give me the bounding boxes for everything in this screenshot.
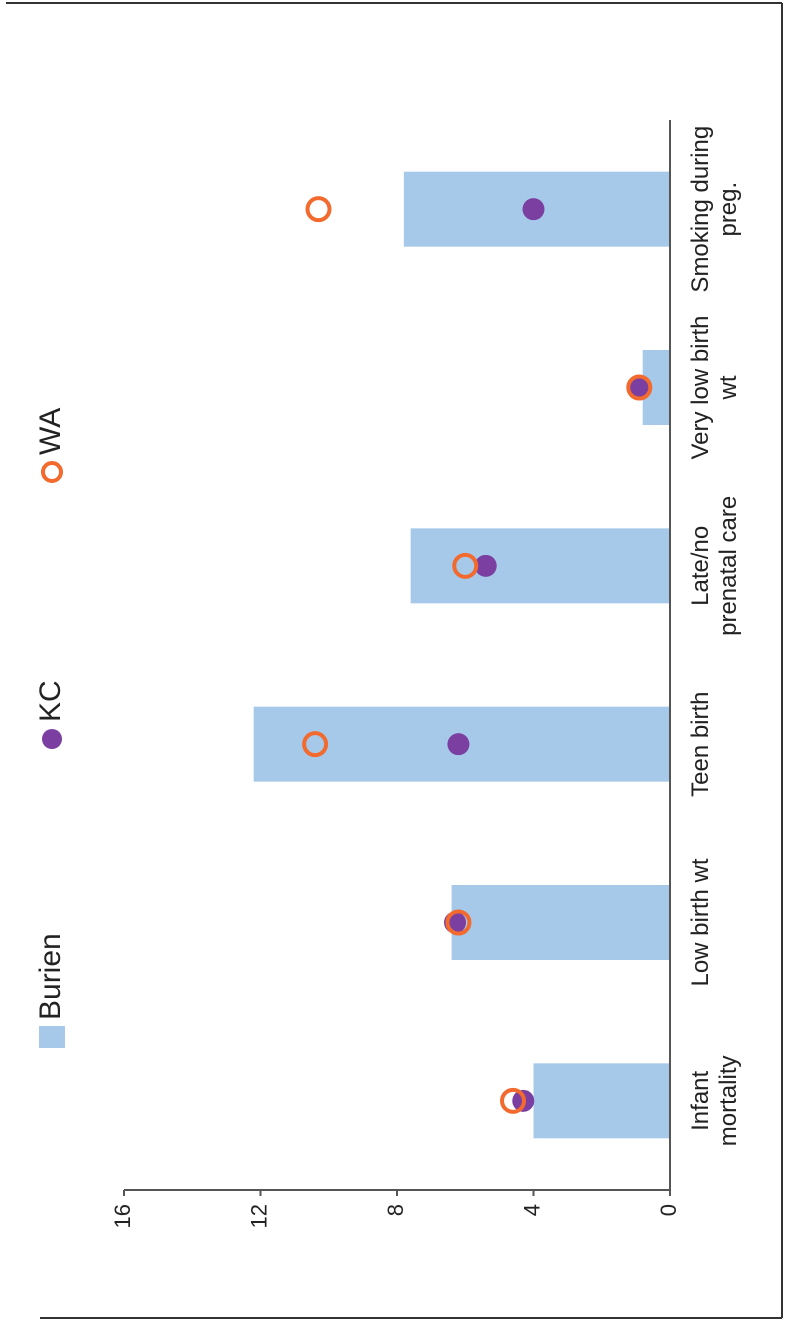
category-label: Smoking during	[687, 126, 714, 293]
category-label: prenatal care	[715, 496, 742, 636]
legend-label: KC	[34, 680, 67, 722]
point-wa	[445, 909, 472, 936]
legend-label: WA	[34, 408, 67, 455]
category-label: preg.	[715, 182, 742, 237]
y-tick-label: 0	[656, 1204, 681, 1216]
bar-burien	[451, 885, 670, 960]
point-wa	[305, 196, 332, 223]
legend-swatch-bar	[39, 1026, 65, 1048]
y-tick-label: 16	[110, 1204, 135, 1228]
category-label: Late/no	[687, 526, 714, 606]
point-wa	[452, 552, 479, 579]
point-kc	[522, 198, 545, 221]
y-tick-label: 8	[383, 1204, 408, 1216]
legend-label: Burien	[34, 933, 67, 1020]
plot-area: 0 4 8 12 16 Infant mortality Low birth wt Teen b…	[34, 120, 742, 1228]
point-wa	[302, 731, 329, 758]
category-label: mortality	[715, 1055, 742, 1146]
point-kc	[628, 376, 651, 399]
y-tick-label: 12	[246, 1204, 271, 1228]
point-wa	[500, 1087, 527, 1114]
category-label: Low birth wt	[687, 858, 714, 986]
point-kc	[474, 554, 497, 577]
bar-burien	[642, 350, 671, 425]
point-kc	[447, 733, 470, 756]
y-tick-label: 4	[519, 1204, 544, 1216]
point-wa	[626, 374, 653, 401]
bar-burien	[533, 1063, 670, 1139]
category-label: Very low birth	[687, 315, 714, 459]
legend-swatch-dot	[42, 729, 62, 749]
category-label: Infant	[687, 1070, 714, 1130]
category-label: Teen birth	[687, 691, 714, 796]
legend-swatch-ring	[41, 461, 63, 483]
bar-burien	[410, 528, 670, 604]
category-label: wt	[715, 375, 742, 400]
